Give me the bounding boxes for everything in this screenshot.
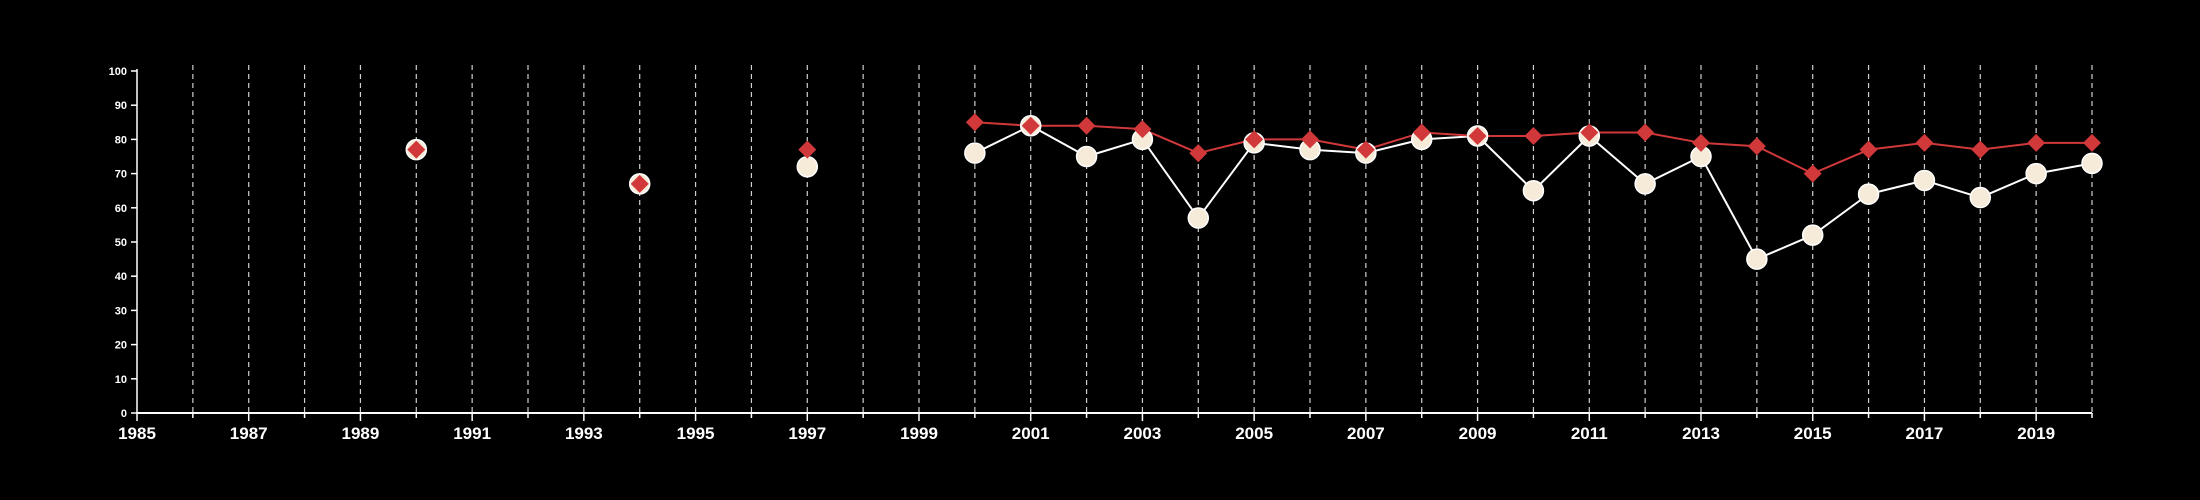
y-tick-label: 50 bbox=[115, 237, 127, 249]
series-2-point bbox=[407, 140, 426, 159]
x-tick-label: 1991 bbox=[453, 424, 491, 443]
series-2-point bbox=[1301, 130, 1319, 149]
series-2-segment bbox=[1812, 148, 1869, 175]
series-2-point bbox=[1580, 123, 1599, 142]
series-2-segment bbox=[1924, 141, 1981, 151]
y-tick-label: 40 bbox=[115, 271, 127, 283]
series-2-segment bbox=[1644, 131, 1702, 144]
x-tick-label: 2019 bbox=[2017, 424, 2055, 443]
y-tick-label: 0 bbox=[121, 408, 127, 420]
series-1-point bbox=[1913, 169, 1936, 192]
x-tick-label: 2005 bbox=[1235, 424, 1273, 443]
x-tick-label: 1993 bbox=[565, 424, 603, 443]
y-tick-label: 90 bbox=[115, 100, 127, 112]
series-1-point bbox=[1187, 207, 1210, 229]
x-tick-label: 2015 bbox=[1794, 424, 1832, 443]
series-1-point bbox=[2025, 162, 2047, 185]
series-2-point bbox=[965, 113, 984, 132]
series-1-point bbox=[2081, 152, 2103, 175]
series-2-segment bbox=[1756, 145, 1814, 175]
series-1-point bbox=[1522, 179, 1545, 202]
y-tick-label: 30 bbox=[115, 305, 127, 317]
series-1-segment bbox=[1476, 135, 1535, 192]
y-tick-label: 100 bbox=[109, 66, 127, 78]
x-tick-label: 2017 bbox=[1906, 424, 1944, 443]
axes: 0 10 20 30 40 50 60 70 80 90 100 1985 1987 1989 1991 19… bbox=[109, 66, 2093, 443]
series-1-segment bbox=[1700, 156, 1758, 260]
x-tick-label: 2003 bbox=[1124, 424, 1162, 443]
series-1-point bbox=[1801, 224, 1824, 246]
x-tick-label: 1999 bbox=[900, 424, 938, 443]
x-tick-label: 1997 bbox=[788, 424, 826, 443]
x-tick-label: 1987 bbox=[230, 424, 268, 443]
series-2-point bbox=[2083, 133, 2101, 152]
series-2-segment bbox=[1086, 124, 1143, 131]
x-tick-label: 2009 bbox=[1459, 424, 1497, 443]
series-2-point bbox=[1636, 123, 1655, 142]
series-2-point bbox=[1021, 116, 1040, 135]
series-1-segment bbox=[1141, 138, 1200, 219]
series-1-point bbox=[796, 156, 819, 178]
series-2-point bbox=[1468, 126, 1487, 145]
series-2-point bbox=[1133, 120, 1152, 139]
series-2-segment bbox=[1142, 128, 1199, 154]
series-1-point bbox=[1075, 145, 1098, 168]
series-2-point bbox=[1859, 140, 1878, 159]
series-2-point bbox=[1692, 133, 1710, 152]
x-tick-label: 2011 bbox=[1571, 424, 1608, 443]
series-1-point bbox=[964, 142, 986, 164]
series-1-segment bbox=[1197, 142, 1255, 219]
series-2-point bbox=[1915, 133, 1934, 152]
series-2-point bbox=[1971, 140, 1990, 159]
series-1-segment bbox=[1532, 135, 1590, 192]
series-2-segment bbox=[1980, 141, 2037, 151]
y-tick-label: 10 bbox=[115, 374, 127, 386]
series-2-point bbox=[630, 174, 649, 193]
x-tick-label: 1989 bbox=[342, 424, 380, 443]
series-2-point bbox=[1412, 123, 1431, 142]
series-2-point bbox=[1803, 164, 1822, 183]
x-tick-label: 1985 bbox=[118, 424, 156, 443]
series-2-point bbox=[798, 140, 817, 159]
series-1-segment bbox=[1812, 193, 1870, 236]
series-1-point bbox=[1969, 186, 1992, 209]
series-2-point bbox=[1356, 140, 1375, 159]
x-tick-label: 2013 bbox=[1682, 424, 1720, 443]
series-2-segment bbox=[1700, 141, 1757, 148]
series-2-point bbox=[2027, 133, 2046, 152]
x-tick-label: 2007 bbox=[1347, 424, 1385, 443]
y-tick-label: 80 bbox=[115, 134, 127, 146]
series-2-point bbox=[1747, 137, 1766, 156]
y-tick-label: 20 bbox=[115, 340, 127, 352]
series-2-point bbox=[1077, 116, 1096, 135]
series-2-segment bbox=[1868, 141, 1925, 151]
x-tick-label: 2001 bbox=[1012, 424, 1050, 443]
series-2-point bbox=[1524, 126, 1543, 145]
x-tick-label: 1995 bbox=[677, 424, 715, 443]
y-tick-label: 60 bbox=[115, 203, 127, 215]
data-markers bbox=[405, 113, 2103, 270]
series-2-point bbox=[1245, 130, 1264, 149]
series-1-point bbox=[1746, 248, 1768, 270]
series-1-segment bbox=[1588, 135, 1646, 185]
series-1-point bbox=[1634, 173, 1656, 195]
series-2-point bbox=[1189, 144, 1208, 163]
vertical-gridlines bbox=[192, 65, 2093, 413]
series-1-point bbox=[1857, 183, 1880, 205]
y-tick-label: 70 bbox=[115, 169, 127, 181]
